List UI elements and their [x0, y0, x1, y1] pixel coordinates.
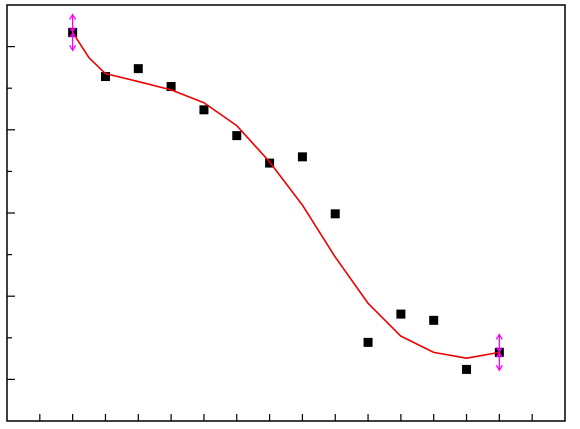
data-point — [232, 131, 242, 141]
fit-curve — [71, 32, 500, 359]
data-point — [199, 105, 209, 115]
data-point — [330, 209, 340, 219]
plot-frame — [6, 4, 566, 422]
data-point — [133, 64, 143, 74]
data-point — [396, 309, 406, 319]
error-bar-part — [69, 27, 77, 38]
error-bar-part — [495, 346, 503, 358]
error-bar — [69, 13, 77, 52]
error-bar-part — [495, 364, 503, 372]
error-bar-part — [69, 13, 77, 20]
data-point — [166, 82, 176, 92]
data-point — [297, 152, 307, 162]
data-point — [462, 364, 472, 374]
data-point — [363, 337, 373, 347]
data-point — [429, 315, 439, 325]
error-bar-part — [69, 45, 77, 52]
error-bar-part — [495, 333, 503, 340]
data-point — [100, 72, 110, 82]
error-bar — [495, 333, 503, 372]
